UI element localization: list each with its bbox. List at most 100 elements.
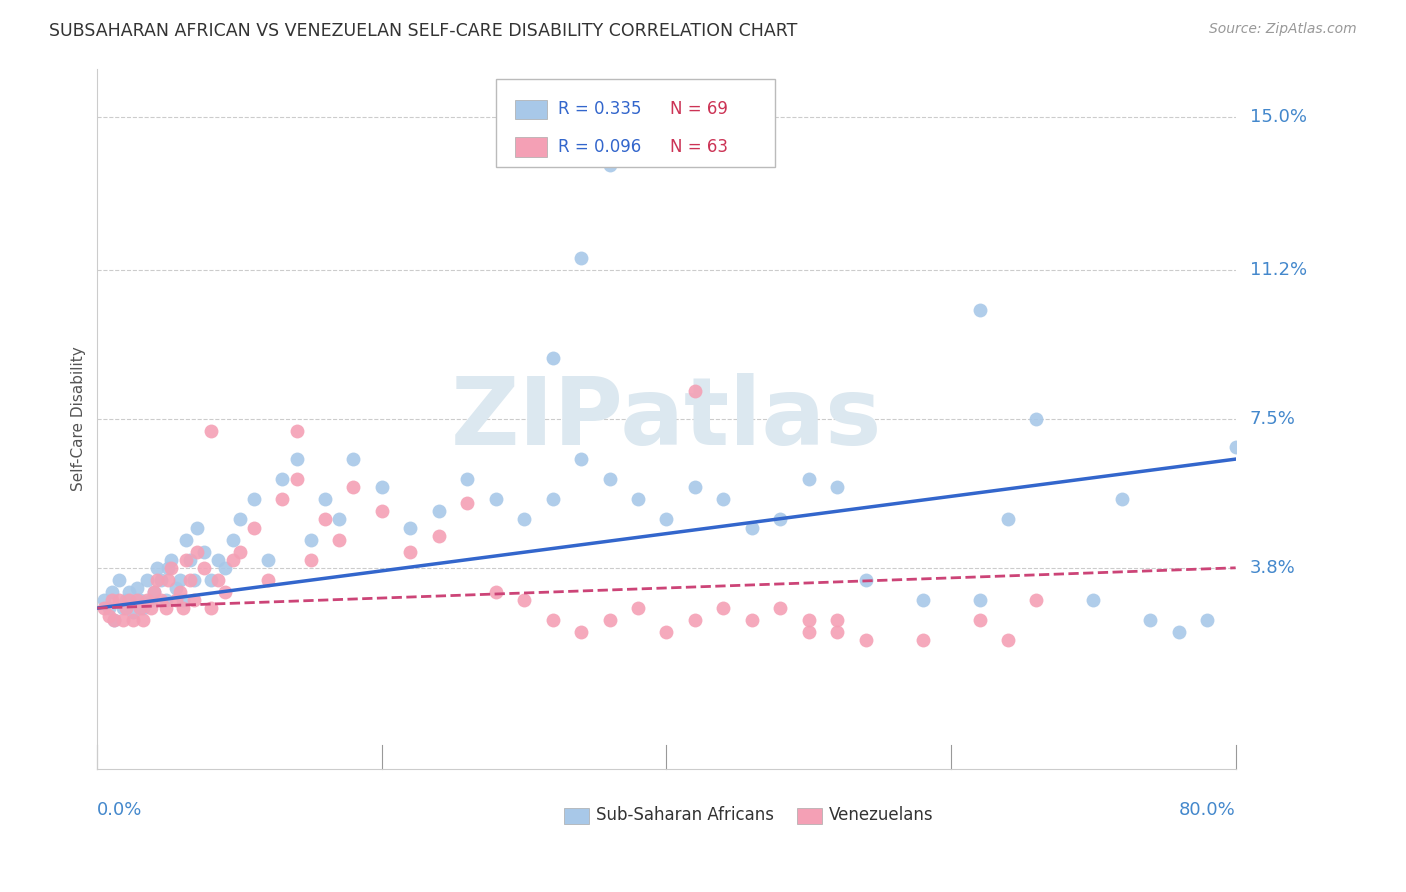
Point [328,512,350,526]
Text: Source: ZipAtlas.com: Source: ZipAtlas.com [1209,22,1357,37]
Point [129,593,152,607]
Point [127,593,149,607]
Point [271,492,294,507]
Point [118,593,141,607]
Point [342,452,364,467]
Point [100,585,122,599]
Point [485,585,508,599]
Point [103,613,125,627]
Point [825,480,848,494]
Point [541,492,564,507]
Point [911,593,934,607]
FancyBboxPatch shape [496,79,775,167]
Point [100,593,122,607]
Point [186,520,208,534]
Point [513,512,536,526]
Point [193,545,215,559]
Bar [515,100,547,120]
Point [107,573,129,587]
Point [485,492,508,507]
Point [855,573,877,587]
Point [146,561,169,575]
Point [997,633,1019,648]
Point [769,512,792,526]
Point [228,512,250,526]
Text: Venezuelans: Venezuelans [830,806,934,824]
Point [513,593,536,607]
Point [207,573,229,587]
Text: 80.0%: 80.0% [1178,801,1236,820]
Point [1083,593,1105,607]
Point [371,504,394,518]
Point [825,613,848,627]
Point [160,561,183,575]
Text: 7.5%: 7.5% [1250,409,1295,428]
Point [97,601,120,615]
Point [825,625,848,640]
Point [243,520,266,534]
Point [183,593,205,607]
Point [399,520,422,534]
Point [969,593,991,607]
Point [1225,440,1247,454]
Point [969,303,991,318]
Point [599,472,621,486]
Point [122,605,145,619]
Point [314,512,336,526]
Point [627,492,650,507]
Point [107,593,129,607]
Point [155,593,177,607]
Point [172,593,194,607]
Point [427,528,450,542]
Point [155,601,177,615]
Point [299,533,322,547]
Point [299,553,322,567]
Point [93,593,115,607]
Point [157,561,180,575]
Point [797,625,820,640]
Point [160,553,183,567]
Point [427,504,450,518]
Point [271,472,294,486]
Point [97,609,120,624]
Point [169,585,191,599]
Point [174,533,197,547]
Point [1111,492,1133,507]
Point [541,613,564,627]
Point [1167,625,1189,640]
Point [683,384,706,398]
Text: SUBSAHARAN AFRICAN VS VENEZUELAN SELF-CARE DISABILITY CORRELATION CHART: SUBSAHARAN AFRICAN VS VENEZUELAN SELF-CA… [49,22,797,40]
Point [179,553,201,567]
Point [683,480,706,494]
Point [207,553,229,567]
Point [193,561,215,575]
Text: 11.2%: 11.2% [1250,260,1306,279]
Point [456,472,478,486]
Point [741,520,763,534]
Point [174,553,197,567]
Point [285,472,308,486]
Point [200,424,222,438]
Point [456,496,478,510]
Point [599,613,621,627]
Point [257,553,280,567]
Point [371,480,394,494]
Point [114,593,136,607]
Point [118,585,141,599]
Point [165,593,187,607]
Point [214,561,236,575]
Text: Sub-Saharan Africans: Sub-Saharan Africans [596,806,773,824]
Point [179,573,201,587]
Point [969,613,991,627]
Point [569,251,592,265]
Point [200,601,222,615]
Text: ZIPatlas: ZIPatlas [451,373,882,465]
Point [143,585,166,599]
Point [314,492,336,507]
Point [342,480,364,494]
Point [1197,613,1219,627]
Text: R = 0.335: R = 0.335 [558,100,643,119]
Point [1025,593,1047,607]
Point [541,351,564,366]
Point [103,613,125,627]
